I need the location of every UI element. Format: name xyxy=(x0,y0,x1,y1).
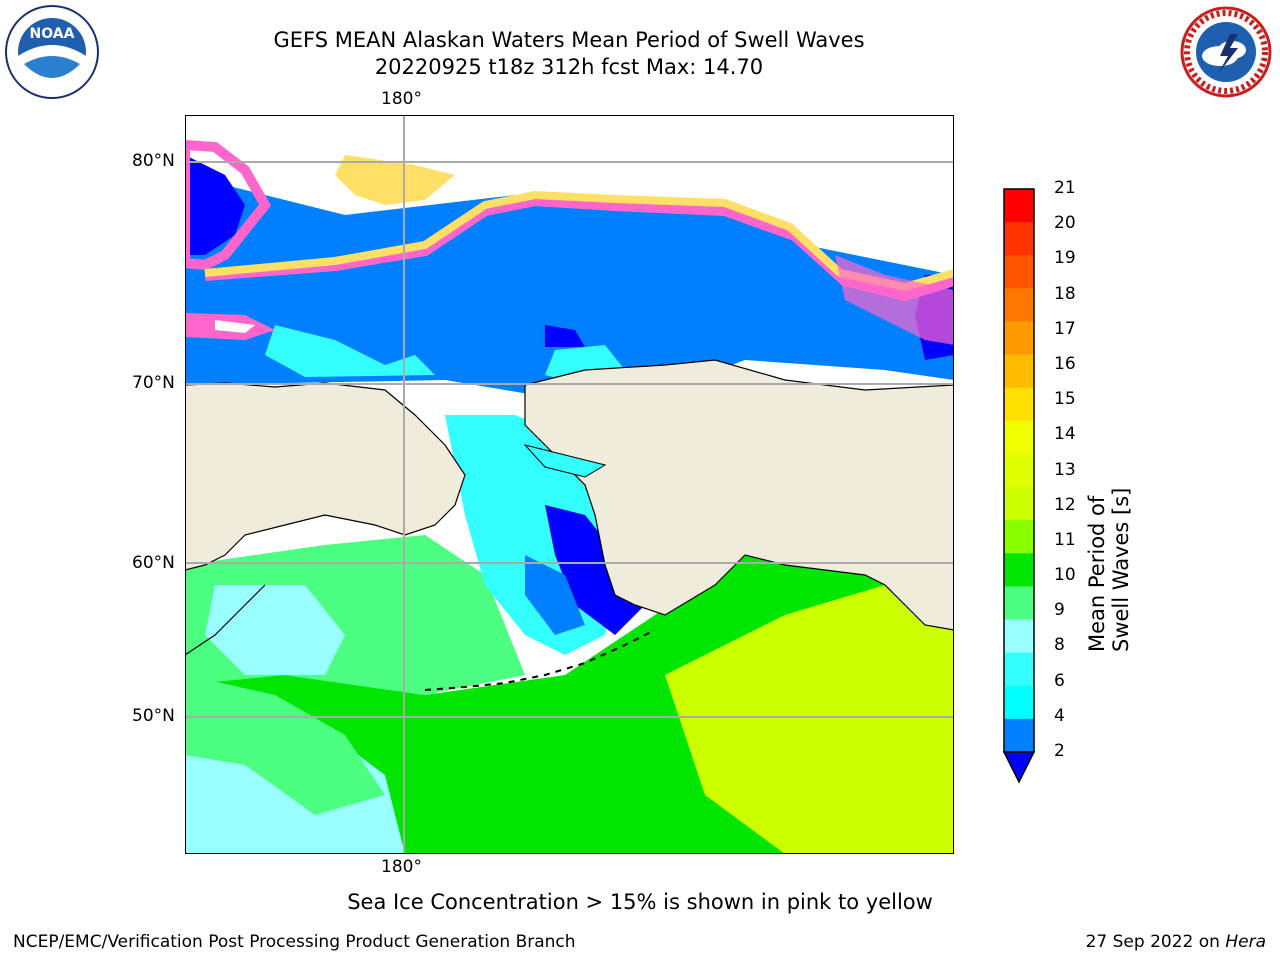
colorbar-segment xyxy=(1004,354,1034,389)
colorbar-tick-label: 13 xyxy=(1054,459,1076,480)
sea-ice-note: Sea Ice Concentration > 15% is shown in … xyxy=(347,890,933,914)
colorbar-tick-label: 19 xyxy=(1054,248,1076,269)
colorbar-tick-label: 11 xyxy=(1054,529,1076,550)
colorbar-segment xyxy=(1004,487,1034,521)
colorbar-tick-label: 17 xyxy=(1054,318,1076,339)
ice-pack-chukotka xyxy=(215,320,255,333)
arctic-dark-blue-patch xyxy=(185,155,245,255)
arctic-ocean-region xyxy=(185,175,954,400)
lat-label-70n: 70°N xyxy=(132,373,175,393)
colorbar-tick-label: 6 xyxy=(1054,670,1065,691)
noaa-logo: NOAA xyxy=(5,5,99,99)
lat-label-50n: 50°N xyxy=(132,706,175,726)
colorbar-segment xyxy=(1004,255,1034,289)
ice-patch-central xyxy=(335,155,455,205)
colorbar-segment xyxy=(1004,652,1034,687)
colorbar-segment xyxy=(1004,619,1034,654)
colorbar-segment xyxy=(1004,222,1034,256)
colorbar-tick-label: 14 xyxy=(1054,424,1076,445)
aleutian-islands xyxy=(424,629,656,691)
arctic-cyan-patch xyxy=(265,325,435,377)
colorbar-segment xyxy=(1004,520,1034,554)
gulf-yellow-green-region xyxy=(665,585,954,854)
colorbar-tick-label: 18 xyxy=(1054,283,1076,304)
norton-sound xyxy=(523,444,607,478)
colorbar-tick-label: 9 xyxy=(1054,600,1065,621)
noaa-logo-text: NOAA xyxy=(30,26,75,42)
colorbar-segment xyxy=(1004,189,1034,223)
colorbar-segment xyxy=(1004,553,1034,587)
colorbar-tick-label: 8 xyxy=(1054,635,1065,656)
lon-label-bottom: 180° xyxy=(381,857,422,877)
ice-patch-beaufort xyxy=(835,255,954,345)
chart-title: GEFS MEAN Alaskan Waters Mean Period of … xyxy=(273,28,865,52)
nws-logo xyxy=(1180,6,1272,98)
colorbar-under-triangle xyxy=(1002,751,1036,784)
bering-blue-patch xyxy=(525,555,585,635)
chart-subtitle: 20220925 t18z 312h fcst Max: 14.70 xyxy=(374,55,764,79)
colorbar-segment xyxy=(1004,718,1034,753)
swell-period-map xyxy=(185,115,954,854)
lon-label-top: 180° xyxy=(381,89,422,109)
footer-host: Hera xyxy=(1225,932,1266,952)
colorbar-tick-label: 21 xyxy=(1054,178,1076,198)
ice-edge-west xyxy=(185,139,272,271)
colorbar-segment xyxy=(1004,586,1034,621)
footer-date-text: 27 Sep 2022 on xyxy=(1085,932,1226,952)
colorbar xyxy=(1002,188,1036,784)
arctic-dark-patch-2 xyxy=(545,325,585,347)
colorbar-segment xyxy=(1004,453,1034,488)
footer-org: NCEP/EMC/Verification Post Processing Pr… xyxy=(13,932,576,952)
colorbar-tick-label: 15 xyxy=(1054,389,1076,410)
bering-light-cyan-patch xyxy=(205,585,345,675)
colorbar-tick-label: 10 xyxy=(1054,565,1076,586)
colorbar-segment xyxy=(1004,685,1034,720)
colorbar-segment xyxy=(1004,288,1034,322)
colorbar-tick-label: 12 xyxy=(1054,494,1076,515)
lat-label-60n: 60°N xyxy=(132,553,175,573)
pacific-mint-patch xyxy=(185,675,385,815)
footer-date: 27 Sep 2022 on Hera xyxy=(1086,932,1266,952)
lat-label-80n: 80°N xyxy=(132,151,175,171)
colorbar-segment xyxy=(1004,321,1034,356)
bristol-dark-blue-patch xyxy=(545,505,645,635)
colorbar-tick-label: 20 xyxy=(1054,213,1076,234)
colorbar-tick-label: 16 xyxy=(1054,353,1076,374)
colorbar-tick-label: 4 xyxy=(1054,705,1065,726)
kamchatka-coast xyxy=(185,584,266,656)
colorbar-tick-label: 2 xyxy=(1054,741,1065,761)
colorbar-segment xyxy=(1004,387,1034,422)
colorbar-label: Mean Period of Swell Waves [s] xyxy=(1085,487,1133,652)
colorbar-segment xyxy=(1004,420,1034,455)
colorbar-frame xyxy=(1003,188,1035,753)
